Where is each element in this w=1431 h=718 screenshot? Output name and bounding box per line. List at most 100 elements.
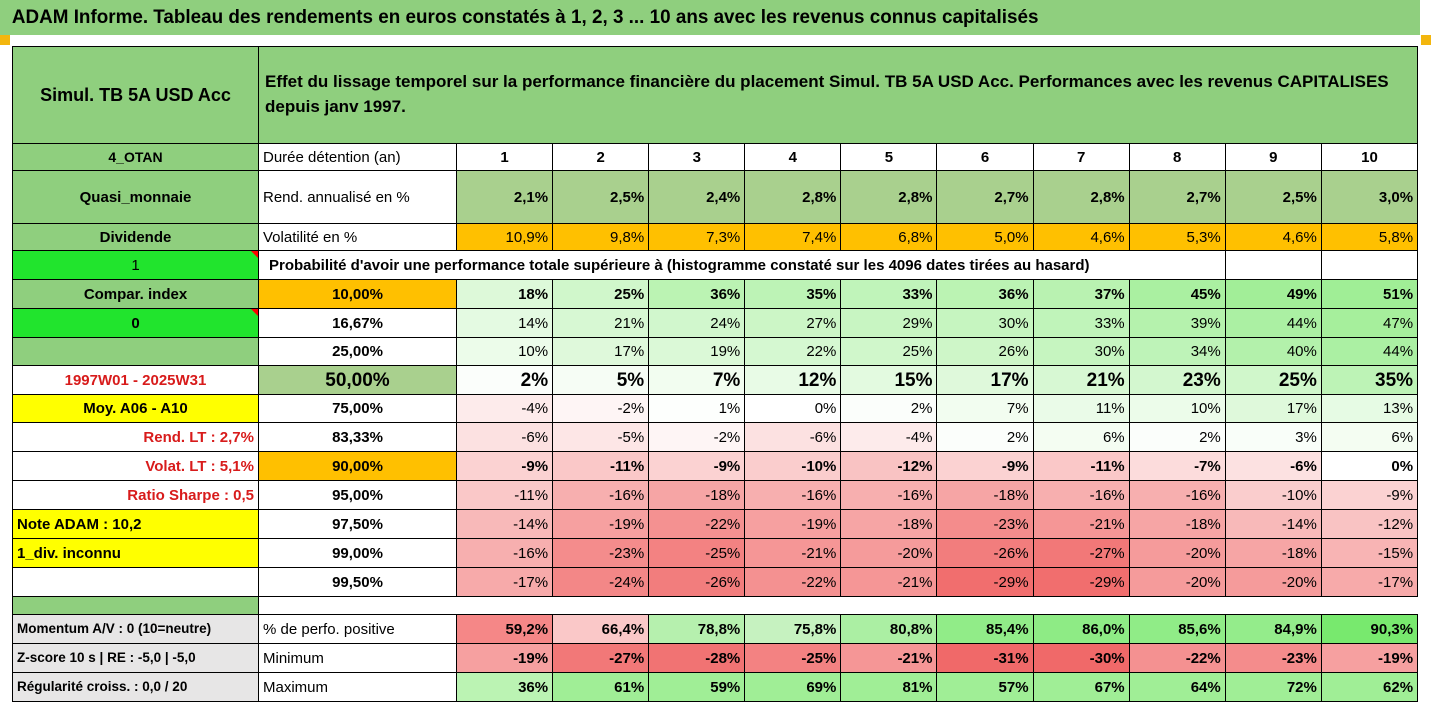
percentile-label: 10,00% [258,279,457,309]
percentile-label: 99,00% [258,538,457,568]
percentile-value: 13% [1320,394,1419,423]
percentile-value: 26% [936,337,1034,366]
summary-value: -31% [936,643,1034,673]
percentile-value: -27% [1032,538,1130,568]
volatility-3: 7,3% [648,223,746,251]
summary-value: 90,3% [1320,614,1419,644]
percentile-value: 45% [1128,279,1226,309]
percentile-value: 6% [1320,422,1419,452]
percentile-value: -6% [1224,451,1322,481]
volatility-1: 10,9% [455,223,554,251]
volatility-7: 4,6% [1032,223,1130,251]
percentile-value: -17% [1320,567,1419,597]
percentile-row: Ratio Sharpe : 0,5 95,00% -11% -16% -18% -16%… [12,480,1419,510]
summary-value: -21% [840,643,938,673]
percentile-value: 14% [455,308,554,338]
header-row: Simul. TB 5A USD Acc Effet du lissage te… [12,46,1419,144]
percentile-value: -20% [840,538,938,568]
percentile-value: 30% [1032,337,1130,366]
spacer-blank [257,596,1418,615]
percentile-value: -21% [744,538,842,568]
percentile-value: -16% [552,480,650,510]
percentile-value: 1% [648,394,746,423]
summary-label: Maximum [258,672,457,702]
percentile-label: 83,33% [258,422,457,452]
percentile-value: 2% [455,365,554,395]
percentile-value: -4% [840,422,938,452]
summary-value: 78,8% [648,614,746,644]
spacer-green [12,596,259,615]
percentile-value: -5% [552,422,650,452]
summary-label: Minimum [258,643,457,673]
percentile-value: -10% [744,451,842,481]
percentile-value: 40% [1224,337,1322,366]
year-header-9: 9 [1224,143,1322,171]
annualized-return-1: 2,1% [455,170,554,224]
dividend-label: Dividende [12,223,259,251]
spacer-row [12,596,1418,615]
probability-blank-9 [1224,250,1322,280]
summary-value: 66,4% [552,614,650,644]
annualized-return-7: 2,8% [1032,170,1130,224]
percentile-value: -2% [552,394,650,423]
percentile-value: 24% [648,308,746,338]
percentile-value: -11% [1032,451,1130,481]
annualized-return-3: 2,4% [648,170,746,224]
regularity-label: Régularité croiss. : 0,0 / 20 [12,672,259,702]
summary-value: 84,9% [1224,614,1322,644]
percentile-label: 95,00% [258,480,457,510]
percentile-label: 50,00% [258,365,457,395]
percentile-value: -24% [552,567,650,597]
percentile-label: 99,50% [258,567,457,597]
annualized-return-5: 2,8% [840,170,938,224]
volatility-10: 5,8% [1320,223,1419,251]
annualized-return-9: 2,5% [1224,170,1322,224]
returns-table: Simul. TB 5A USD Acc Effet du lissage te… [12,46,1419,702]
momentum-label: Momentum A/V : 0 (10=neutre) [12,614,259,644]
percentile-value: 7% [648,365,746,395]
percentile-value: 34% [1128,337,1226,366]
summary-value: -27% [552,643,650,673]
percentile-value: -16% [1032,480,1130,510]
sharpe-ratio: Ratio Sharpe : 0,5 [12,480,259,510]
percentile-value: 51% [1320,279,1419,309]
percentile-value: 17% [552,337,650,366]
volatility-9: 4,6% [1224,223,1322,251]
percentile-value: 33% [1032,308,1130,338]
year-header-10: 10 [1320,143,1419,171]
corner-marker-left [0,35,10,45]
summary-value: 67% [1032,672,1130,702]
percentile-value: 25% [1224,365,1322,395]
percentile-value: 7% [936,394,1034,423]
selector-0[interactable]: 0 [12,308,259,338]
summary-value: -30% [1032,643,1130,673]
percentile-value: 0% [1320,451,1419,481]
percentile-value: -29% [1032,567,1130,597]
summary-label: % de perfo. positive [258,614,457,644]
percentile-value: -18% [648,480,746,510]
percentile-row: Volat. LT : 5,1% 90,00% -9% -11% -9% -10% -12%… [12,451,1419,481]
percentile-row: 99,50% -17% -24% -26% -22% -21% -29% -29% -20% -2… [12,567,1419,597]
percentile-value: -20% [1128,538,1226,568]
annualized-return-label: Rend. annualisé en % [258,170,457,224]
percentile-value: -16% [455,538,554,568]
fund-code: 4_OTAN [12,143,259,171]
summary-value: 64% [1128,672,1226,702]
percentile-value: -18% [1224,538,1322,568]
summary-value: -23% [1224,643,1322,673]
year-header-8: 8 [1128,143,1226,171]
summary-row: Momentum A/V : 0 (10=neutre)% de perfo. … [12,614,1419,644]
percentile-value: -22% [744,567,842,597]
percentile-value: -21% [840,567,938,597]
percentile-value: 35% [744,279,842,309]
selector-1[interactable]: 1 [12,250,259,280]
summary-row: Régularité croiss. : 0,0 / 20 Maximum 36% 6… [12,672,1419,702]
year-header-4: 4 [744,143,842,171]
annualized-return-4: 2,8% [744,170,842,224]
annualized-return-6: 2,7% [936,170,1034,224]
percentile-value: 27% [744,308,842,338]
percentile-row: Note ADAM : 10,2 97,50% -14% -19% -22% -19% -1… [12,509,1419,539]
volatility-4: 7,4% [744,223,842,251]
percentile-value: 21% [552,308,650,338]
percentile-value: -2% [648,422,746,452]
